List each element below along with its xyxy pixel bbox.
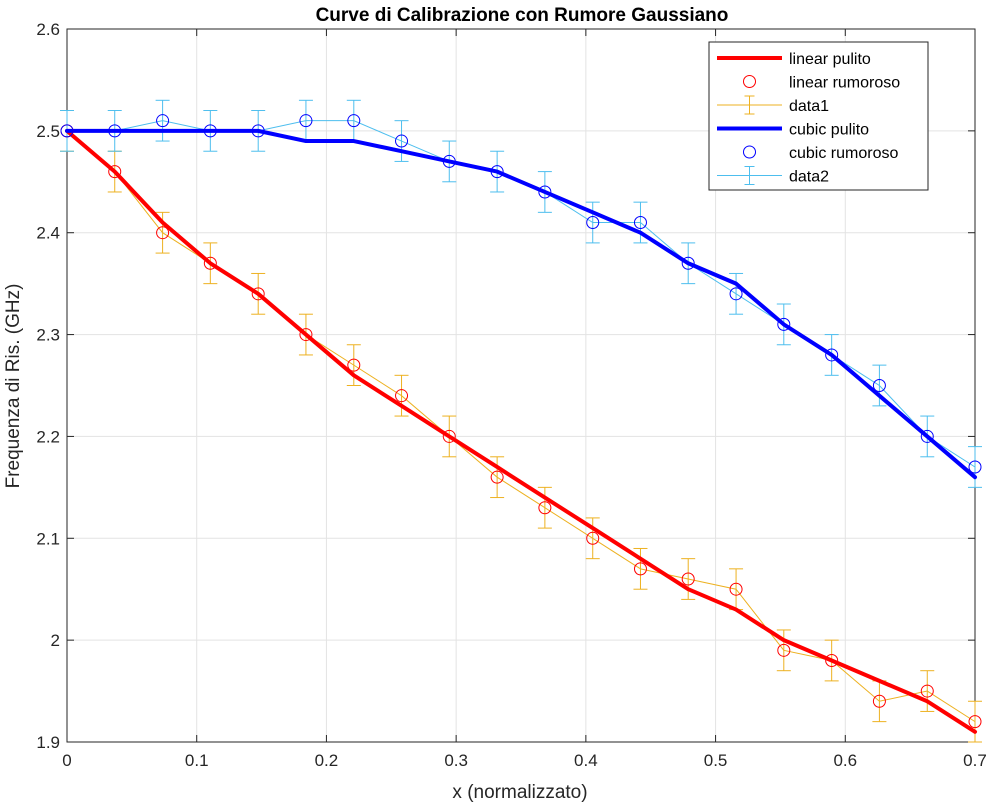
legend-entry-label: data2 <box>789 169 829 186</box>
cubic-rumoroso-point <box>586 216 600 230</box>
legend-box <box>708 41 929 191</box>
linear-rumoroso-point <box>538 501 552 515</box>
y-tick-label: 2.4 <box>36 224 60 243</box>
legend-entry-label: linear pulito <box>789 51 871 68</box>
cubic-rumoroso-point <box>681 256 695 270</box>
cubic-rumoroso-point <box>490 165 504 179</box>
linear-rumoroso-point <box>968 715 982 729</box>
legend-entry-label: cubic pulito <box>789 122 869 139</box>
cubic-rumoroso-point <box>60 124 74 138</box>
cubic-rumoroso-point <box>920 429 934 443</box>
linear-rumoroso-point <box>681 572 695 586</box>
cubic-pulito-line <box>65 128 977 480</box>
linear-rumoroso-point <box>251 287 265 301</box>
legend-entry-label: linear rumoroso <box>789 75 900 92</box>
linear-rumoroso-point <box>203 256 217 270</box>
x-tick-label: 0.2 <box>315 751 339 770</box>
x-tick-label: 0.7 <box>963 751 987 770</box>
legend-swatch-marker <box>743 145 756 159</box>
legend-entry-label: data1 <box>789 98 829 115</box>
linear-pulito-line <box>65 128 977 734</box>
linear-rumoroso-point <box>490 470 504 484</box>
axes-box <box>66 28 976 743</box>
cubic-rumoroso-point <box>251 124 265 138</box>
y-tick-label: 2.5 <box>36 122 60 141</box>
x-tick-label: 0.5 <box>704 751 728 770</box>
cubic-rumoroso-point <box>156 114 170 128</box>
y-axis-label: Frequenza di Ris. (GHz) <box>3 284 24 489</box>
plot-area <box>60 99 982 743</box>
cubic-rumoroso-point <box>968 460 982 474</box>
linear-rumoroso-point <box>729 582 743 596</box>
linear-rumoroso-point <box>395 389 409 403</box>
linear-rumoroso-point <box>825 654 839 668</box>
x-tick-label: 0 <box>62 751 71 770</box>
cubic-rumoroso-point <box>825 348 839 362</box>
x-tick-label: 0.1 <box>185 751 209 770</box>
cubic-rumoroso-point <box>633 216 647 230</box>
linear-rumoroso-point <box>299 328 313 342</box>
cubic-rumoroso-point <box>395 134 409 148</box>
linear-rumoroso-point <box>633 562 647 576</box>
chart-title: Curve di Calibrazione con Rumore Gaussia… <box>316 5 729 26</box>
cubic-rumoroso-point <box>299 114 313 128</box>
x-tick-label: 0.6 <box>833 751 857 770</box>
cubic-rumoroso-point <box>729 287 743 301</box>
x-axis-label: x (normalizzato) <box>452 782 587 803</box>
cubic-rumoroso-point <box>442 154 456 168</box>
axes: 0 0.1 0.2 0.3 0.4 0.5 0.6 0.7 1.9 2 2.1 2.2 2.3 2.4 2.… <box>36 20 986 770</box>
cubic-rumoroso-point <box>777 317 791 331</box>
linear-rumoroso-point <box>347 358 361 372</box>
linear-rumoroso-point <box>920 684 934 698</box>
legend: linear pulito linear rumoroso data1 cubic p… <box>708 41 929 191</box>
cubic-rumoroso-point <box>538 185 552 199</box>
y-tick-label: 2.6 <box>36 20 60 39</box>
y-tick-label: 2.2 <box>36 427 60 446</box>
x-tick-label: 0.4 <box>574 751 598 770</box>
y-tick-label: 2 <box>51 631 60 650</box>
legend-entry-label: cubic rumoroso <box>789 145 898 162</box>
cubic-rumoroso-point <box>347 114 361 128</box>
y-tick-label: 2.3 <box>36 326 60 345</box>
cubic-rumoroso-point <box>872 379 886 392</box>
cubic-rumoroso-point <box>108 124 122 138</box>
linear-rumoroso-point <box>777 643 791 657</box>
linear-rumoroso-point <box>586 531 600 545</box>
linear-rumoroso-point <box>156 226 170 240</box>
y-tick-label: 2.1 <box>36 529 60 548</box>
cubic-rumoroso-point <box>203 124 217 138</box>
linear-rumoroso-point <box>442 429 456 443</box>
linear-rumoroso-point <box>872 694 886 708</box>
linear-rumoroso-point <box>108 165 122 179</box>
legend-swatch-marker <box>743 75 756 88</box>
y-tick-label: 1.9 <box>36 733 60 752</box>
x-tick-label: 0.3 <box>444 751 468 770</box>
